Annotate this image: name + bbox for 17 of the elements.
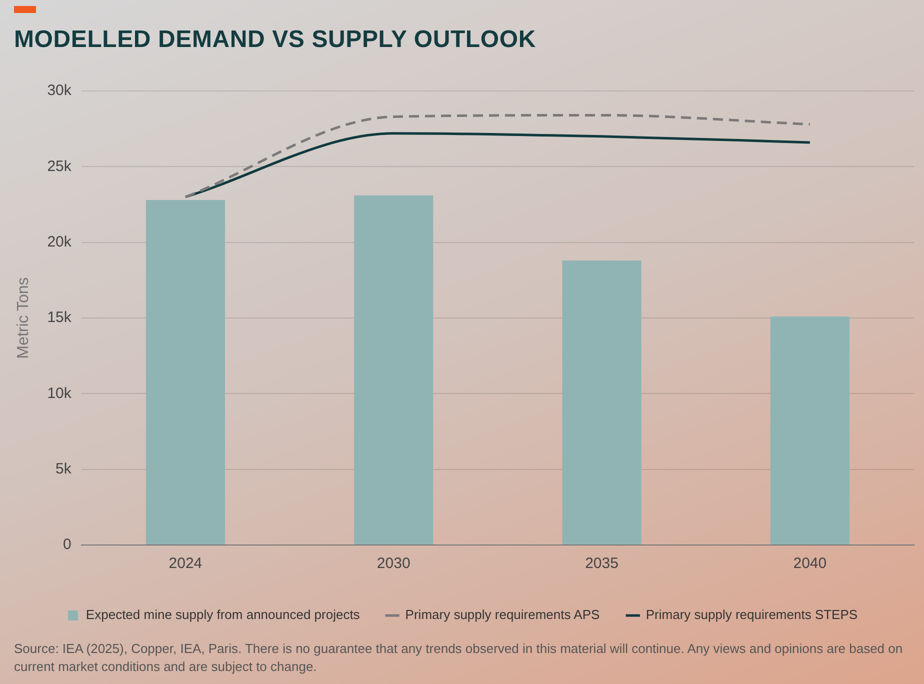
chart-title: MODELLED DEMAND VS SUPPLY OUTLOOK [14,26,536,54]
y-tick-label: 25k [47,158,72,175]
y-tick-label: 10k [47,384,72,402]
y-tick-label: 20k [47,233,72,250]
legend-label: Primary supply requirements APS [405,607,600,622]
x-tick-label: 2040 [793,555,827,572]
y-axis-title: Metric Tons [15,277,32,359]
y-tick-label: 5k [56,460,72,478]
x-tick-label: 2035 [585,555,618,572]
source-note: Source: IEA (2025), Copper, IEA, Paris. There is no guarantee that any trends observed in this material will continue. Any views and opinions are based on current market conditions and are subject to change. [14,640,904,676]
legend-label: Expected mine supply from announced projects [86,607,360,622]
x-tick-label: 2030 [376,555,410,572]
y-tick-label: 0 [63,536,72,554]
y-tick-label: 15k [47,309,72,326]
y-tick-label: 30k [47,82,72,100]
legend-label: Primary supply requirements STEPS [646,607,858,622]
x-tick-label: 2024 [168,555,202,572]
